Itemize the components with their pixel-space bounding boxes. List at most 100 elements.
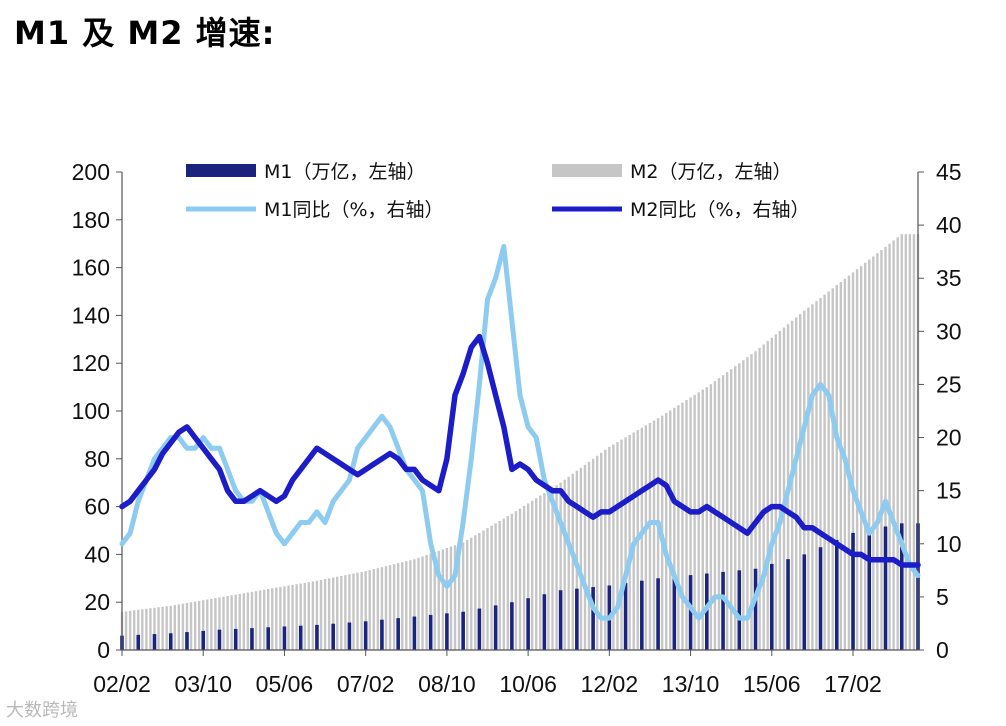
m2-bar: [218, 597, 221, 650]
m1-bar: [298, 625, 303, 650]
m2-bar: [214, 598, 217, 650]
m2-bar: [226, 596, 229, 650]
m2-bar: [628, 434, 631, 650]
m2-bar: [884, 246, 887, 651]
m2-bar: [336, 576, 339, 650]
m2-bar: [498, 520, 501, 650]
m2-bar: [855, 269, 859, 650]
m1-bar: [380, 619, 384, 650]
right-axis-tick-label: 5: [936, 584, 949, 610]
m2-bar: [388, 565, 392, 650]
left-axis-tick-label: 200: [72, 159, 110, 185]
m2-bar: [620, 439, 623, 650]
m2-bar: [587, 461, 591, 650]
m2-bar: [738, 363, 741, 650]
x-axis-tick-label: 07/02: [337, 671, 395, 697]
m2-bar: [656, 418, 660, 650]
m2-bar: [360, 571, 363, 650]
m2-bar: [721, 375, 725, 650]
m1-bar: [526, 598, 530, 650]
legend-label-m2-yoy: M2同比（%，右轴）: [630, 199, 810, 221]
m2-bar: [563, 479, 566, 650]
m2-bar: [559, 482, 562, 650]
m2-bar: [896, 237, 899, 650]
m2-bar: [876, 253, 879, 650]
m2-bar: [908, 234, 912, 650]
m2-bar: [583, 464, 587, 650]
m2-bar: [141, 609, 144, 650]
m2-bar: [132, 610, 136, 650]
m2-bar: [697, 392, 700, 650]
m1-yoy-line: [119, 243, 921, 621]
m1-bar: [396, 618, 400, 650]
m2-bar: [413, 559, 416, 650]
x-axis-tick-label: 17/02: [824, 671, 882, 697]
m2-bar: [526, 503, 530, 650]
m2-bar: [864, 262, 867, 650]
x-axis-tick-label: 08/10: [418, 671, 476, 697]
m2-bar: [303, 582, 306, 650]
m2-bar: [734, 366, 737, 650]
m2-bar: [157, 607, 160, 650]
m1-bar: [818, 547, 823, 650]
watermark: 大数跨境: [6, 700, 78, 721]
m2-bar: [271, 588, 274, 650]
m2-bar: [230, 595, 233, 650]
m2-bar: [279, 586, 282, 650]
m1-bar: [591, 587, 595, 650]
m2-bar: [530, 500, 534, 650]
m2-bar: [348, 574, 351, 650]
m2-bar: [815, 301, 818, 650]
m1-bar: [542, 594, 547, 650]
m2-bar: [746, 357, 749, 650]
m2-bar: [819, 297, 822, 650]
left-axis-tick-label: 100: [72, 398, 110, 424]
m2-bar: [665, 412, 668, 650]
left-axis-tick-label: 0: [97, 637, 110, 663]
m1-bar: [347, 622, 352, 650]
m2-bar: [173, 605, 176, 650]
m1-bar: [834, 540, 839, 650]
m2-bar: [327, 578, 331, 650]
legend: M1（万亿，左轴） M2（万亿，左轴） M1同比（%，右轴） M2同比（%，右轴…: [186, 161, 810, 221]
m1-bar: [558, 590, 563, 650]
m2-bar: [275, 587, 278, 650]
m2-bar: [331, 577, 335, 650]
m2-bar: [392, 564, 396, 650]
m1-bar: [152, 634, 157, 650]
legend-label-m2: M2（万亿，左轴）: [630, 161, 791, 183]
m1-bar: [786, 559, 790, 650]
m2-bar: [242, 593, 246, 650]
m1-bar: [672, 576, 677, 650]
m2-bar: [153, 607, 156, 650]
legend-swatch-m2: [552, 164, 622, 177]
m2-bar: [851, 272, 855, 650]
m2-bar: [291, 584, 294, 650]
m2-bar: [673, 407, 676, 650]
m2-bar: [742, 360, 745, 650]
m2-bar: [831, 288, 834, 650]
m2-bar: [287, 585, 290, 650]
m2-bar: [799, 314, 802, 650]
m1-bar: [428, 614, 433, 650]
m2-bar: [705, 387, 709, 650]
m2-bar: [283, 586, 286, 650]
m2-bar: [872, 256, 875, 650]
m2-bar: [250, 591, 254, 650]
m2-bar: [238, 593, 241, 650]
yoy-lines: [119, 243, 921, 621]
right-axis-tick-label: 20: [936, 425, 962, 451]
m2-bar: [409, 560, 412, 650]
m2-bar: [729, 369, 733, 650]
m2-bar: [555, 485, 558, 650]
m2-bar: [433, 552, 436, 650]
m1-bar: [282, 626, 287, 650]
m1-bar: [721, 571, 725, 650]
m2-bar: [510, 513, 514, 650]
m2-bar: [222, 596, 225, 650]
x-axis-tick-label: 02/02: [93, 671, 151, 697]
m1-bar: [851, 532, 855, 650]
m1-bar: [233, 628, 238, 650]
m2-bar: [693, 394, 696, 650]
m2-bar: [807, 307, 810, 650]
